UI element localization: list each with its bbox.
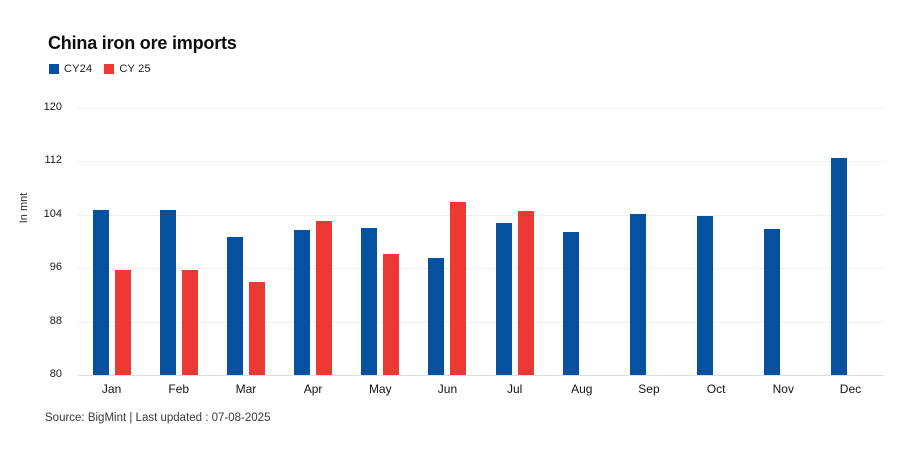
bar-cy25-may[interactable] bbox=[383, 254, 400, 375]
bar-cy25-feb[interactable] bbox=[181, 270, 198, 375]
legend-swatch-cy24-icon bbox=[49, 64, 59, 74]
bar-cy24-sep[interactable] bbox=[629, 214, 646, 375]
x-axis-tick-label-jun: Jun bbox=[437, 382, 458, 396]
gridline-112 bbox=[78, 161, 884, 163]
bar-cy25-jan[interactable] bbox=[114, 270, 131, 375]
x-axis-tick-labels: Jan Feb Mar Apr May Jun Jul Aug Sep Oct Nov Dec bbox=[78, 382, 884, 396]
x-axis-tick-label-feb: Feb bbox=[168, 382, 190, 396]
bar-cy24-aug[interactable] bbox=[562, 232, 579, 375]
legend: CY24 CY 25 bbox=[49, 63, 151, 75]
bar-cy24-apr[interactable] bbox=[294, 229, 311, 375]
bar-cy25-jul[interactable] bbox=[517, 210, 534, 375]
bar-cy25-apr[interactable] bbox=[316, 220, 333, 375]
month-column-jun bbox=[414, 108, 481, 375]
legend-item-cy25[interactable]: CY 25 bbox=[104, 63, 151, 75]
y-axis-tick-label-112: 112 bbox=[44, 154, 62, 167]
legend-label-cy24: CY24 bbox=[64, 63, 93, 75]
y-axis-tick-label-80: 80 bbox=[49, 368, 62, 380]
x-axis-tick-label-aug: Aug bbox=[571, 382, 593, 396]
x-axis-tick-label-apr: Apr bbox=[303, 382, 323, 396]
source-note: Source: BigMint | Last updated : 07-08-2… bbox=[45, 412, 271, 424]
bar-cy25-jun[interactable] bbox=[450, 202, 467, 375]
bar-cy24-jan[interactable] bbox=[92, 210, 109, 375]
gridline-88 bbox=[78, 321, 884, 323]
month-column-oct bbox=[683, 108, 750, 375]
gridline-96 bbox=[78, 268, 884, 270]
gridline-104 bbox=[78, 214, 884, 216]
y-axis-tick-label-120: 120 bbox=[43, 101, 62, 113]
legend-swatch-cy25-icon bbox=[104, 64, 115, 74]
x-axis-tick-label-oct: Oct bbox=[706, 382, 726, 396]
month-column-feb bbox=[145, 108, 212, 375]
x-axis-tick-label-sep: Sep bbox=[638, 382, 660, 396]
x-axis-tick-label-nov: Nov bbox=[772, 382, 794, 396]
legend-item-cy24[interactable]: CY24 bbox=[49, 63, 92, 75]
month-column-aug bbox=[548, 108, 615, 375]
x-axis-tick-label-may: May bbox=[368, 382, 392, 396]
gridline-80 bbox=[78, 375, 884, 376]
bar-cy24-nov[interactable] bbox=[764, 228, 781, 375]
month-column-nov bbox=[750, 108, 817, 375]
bar-cy24-jun[interactable] bbox=[428, 257, 445, 375]
month-column-jan bbox=[78, 108, 145, 375]
bar-cy25-mar[interactable] bbox=[248, 281, 265, 375]
bar-cy24-oct[interactable] bbox=[697, 216, 714, 375]
month-column-mar bbox=[212, 108, 279, 375]
month-column-jul bbox=[481, 108, 548, 375]
y-axis-tick-label-104: 104 bbox=[43, 207, 62, 220]
month-column-apr bbox=[280, 108, 347, 375]
x-axis-tick-label-mar: Mar bbox=[235, 382, 257, 396]
x-axis-tick-label-jul: Jul bbox=[506, 382, 523, 396]
bar-cy24-dec[interactable] bbox=[831, 158, 848, 375]
month-column-sep bbox=[615, 108, 682, 375]
bar-columns bbox=[78, 108, 884, 375]
bar-cy24-may[interactable] bbox=[361, 228, 378, 375]
month-column-may bbox=[347, 108, 414, 375]
bar-cy24-mar[interactable] bbox=[226, 236, 243, 375]
bar-cy24-jul[interactable] bbox=[495, 222, 512, 375]
x-axis-tick-label-jan: Jan bbox=[101, 382, 122, 396]
bar-cy24-feb[interactable] bbox=[159, 210, 176, 375]
x-axis-tick-label-dec: Dec bbox=[839, 382, 862, 396]
y-axis-tick-label-88: 88 bbox=[49, 314, 62, 327]
legend-label-cy25: CY 25 bbox=[119, 63, 151, 75]
y-axis-tick-label-96: 96 bbox=[49, 261, 62, 274]
y-axis-tick-labels: 80 88 96 104 112 120 bbox=[20, 0, 62, 460]
plot-area bbox=[78, 108, 884, 376]
gridline-120 bbox=[78, 108, 884, 109]
month-column-dec bbox=[817, 108, 884, 375]
chart-title: China iron ore imports bbox=[48, 33, 237, 53]
